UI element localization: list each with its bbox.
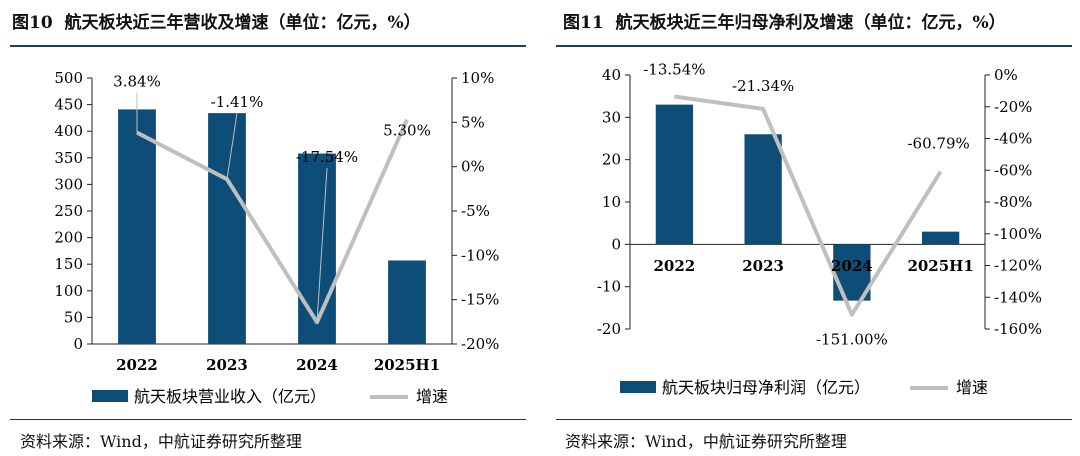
- chart1-title-rule: [10, 45, 526, 47]
- chart1-right-tick-label: 5%: [461, 113, 485, 131]
- chart1-category-label: 2023: [206, 356, 248, 374]
- chart1-left-tick-label: 500: [54, 69, 83, 87]
- chart1-left-tick-label: 400: [54, 122, 83, 140]
- chart2-left-tick-label: -20: [597, 320, 621, 338]
- chart2-left-tick-label: -10: [597, 278, 621, 296]
- chart1-right-tick-label: -10%: [461, 246, 499, 264]
- chart1-right-tick-label: 0%: [461, 158, 485, 176]
- chart1-right-tick-label: -5%: [461, 202, 490, 220]
- chart2-growth-label: -13.54%: [643, 60, 705, 78]
- chart1-left-tick-label: 0: [73, 335, 83, 353]
- chart1-right-tick-label: -15%: [461, 291, 499, 309]
- chart2-right-tick-label: -80%: [994, 193, 1032, 211]
- chart2-source: 资料来源：Wind，中航证券研究所整理: [565, 432, 847, 451]
- chart1-title: 图10 航天板块近三年营收及增速（单位：亿元，%）: [12, 13, 421, 33]
- chart1-bar: [118, 109, 156, 344]
- chart2-category-label: 2025H1: [907, 257, 973, 275]
- chart1-left-tick-label: 150: [54, 255, 83, 273]
- chart2-growth-label: -151.00%: [816, 331, 888, 349]
- chart2-category-label: 2023: [742, 257, 784, 275]
- chart1-left-tick-label: 300: [54, 175, 83, 193]
- chart2-right-tick-label: -100%: [994, 225, 1042, 243]
- chart2-left-tick-label: 0: [611, 235, 621, 253]
- chart2-growth-label: -60.79%: [907, 135, 969, 153]
- chart1-right-tick-label: 10%: [461, 69, 494, 87]
- chart2-bar: [655, 104, 694, 245]
- chart2-bar: [744, 134, 782, 245]
- chart2-legend-line-label: 增速: [956, 378, 988, 397]
- chart2-right-tick-label: -60%: [994, 161, 1032, 179]
- chart2-category-label: 2024: [831, 257, 873, 275]
- chart1-left-tick-label: 350: [54, 149, 83, 167]
- chart2-title: 图11 航天板块近三年归母净利及增速（单位：亿元，%）: [563, 13, 1006, 33]
- chart1-left-tick-label: 100: [54, 282, 83, 300]
- chart1-growth-label: 5.30%: [383, 122, 431, 140]
- chart1-source: 资料来源：Wind，中航证券研究所整理: [20, 432, 302, 451]
- chart1-growth-label: -17.54%: [296, 148, 358, 166]
- chart2-right-tick-label: -40%: [994, 130, 1032, 148]
- chart2-legend-bar-swatch: [620, 381, 656, 393]
- chart2-left-tick-label: 30: [602, 108, 621, 126]
- chart1-right-tick-label: -20%: [461, 335, 499, 353]
- chart2-growth-label: -21.34%: [732, 77, 794, 95]
- chart2-category-label: 2022: [654, 257, 696, 275]
- chart1-growth-line: [136, 118, 409, 325]
- chart1-bar: [208, 113, 246, 344]
- chart2-source-rule: [556, 419, 1072, 420]
- chart1-category-label: 2025H1: [374, 356, 440, 374]
- chart1-left-tick-label: 450: [54, 96, 83, 114]
- chart1-svg: 0 50 100 150 200 250 300 350 400 450 500 10% 5% 0% -5%…: [54, 69, 499, 406]
- chart2-right-tick-label: -140%: [994, 288, 1042, 306]
- chart2-right-tick-label: -120%: [994, 257, 1042, 275]
- chart1-growth-label: -1.41%: [211, 93, 264, 111]
- chart2-left-tick-label: 20: [602, 151, 621, 169]
- chart1-left-tick-label: 50: [64, 308, 83, 326]
- chart1-category-label: 2024: [296, 356, 338, 374]
- chart2-right-tick-label: 0%: [994, 66, 1018, 84]
- chart2-left-tick-label: 10: [602, 193, 621, 211]
- chart2-growth-line: [674, 94, 943, 317]
- chart1-left-tick-label: 200: [54, 229, 83, 247]
- chart1-bar: [298, 153, 336, 344]
- chart1-data-label-leader: [316, 168, 328, 323]
- chart2-svg: 40 30 20 10 0 -10 -20 0% -20% -40% -60% -80% -100% -1…: [597, 60, 1042, 397]
- chart1-legend-bar-label: 航天板块营业收入（亿元）: [134, 387, 326, 406]
- chart1-legend-line-label: 增速: [416, 387, 448, 406]
- chart1-data-label-leader: [226, 113, 238, 180]
- chart1-source-rule: [10, 419, 526, 420]
- chart1-bar: [388, 260, 426, 344]
- chart2-bar: [921, 231, 960, 245]
- chart2-right-tick-label: -160%: [994, 320, 1042, 338]
- chart1-growth-label: 3.84%: [113, 73, 161, 91]
- chart1-legend-bar-swatch: [92, 390, 128, 402]
- chart1-category-label: 2022: [116, 356, 158, 374]
- chart2-left-tick-label: 40: [602, 66, 621, 84]
- chart2-title-rule: [556, 45, 1072, 47]
- chart2-legend-bar-label: 航天板块归母净利润（亿元）: [662, 378, 870, 397]
- chart1-left-tick-label: 250: [54, 202, 83, 220]
- chart2-right-tick-label: -20%: [994, 98, 1032, 116]
